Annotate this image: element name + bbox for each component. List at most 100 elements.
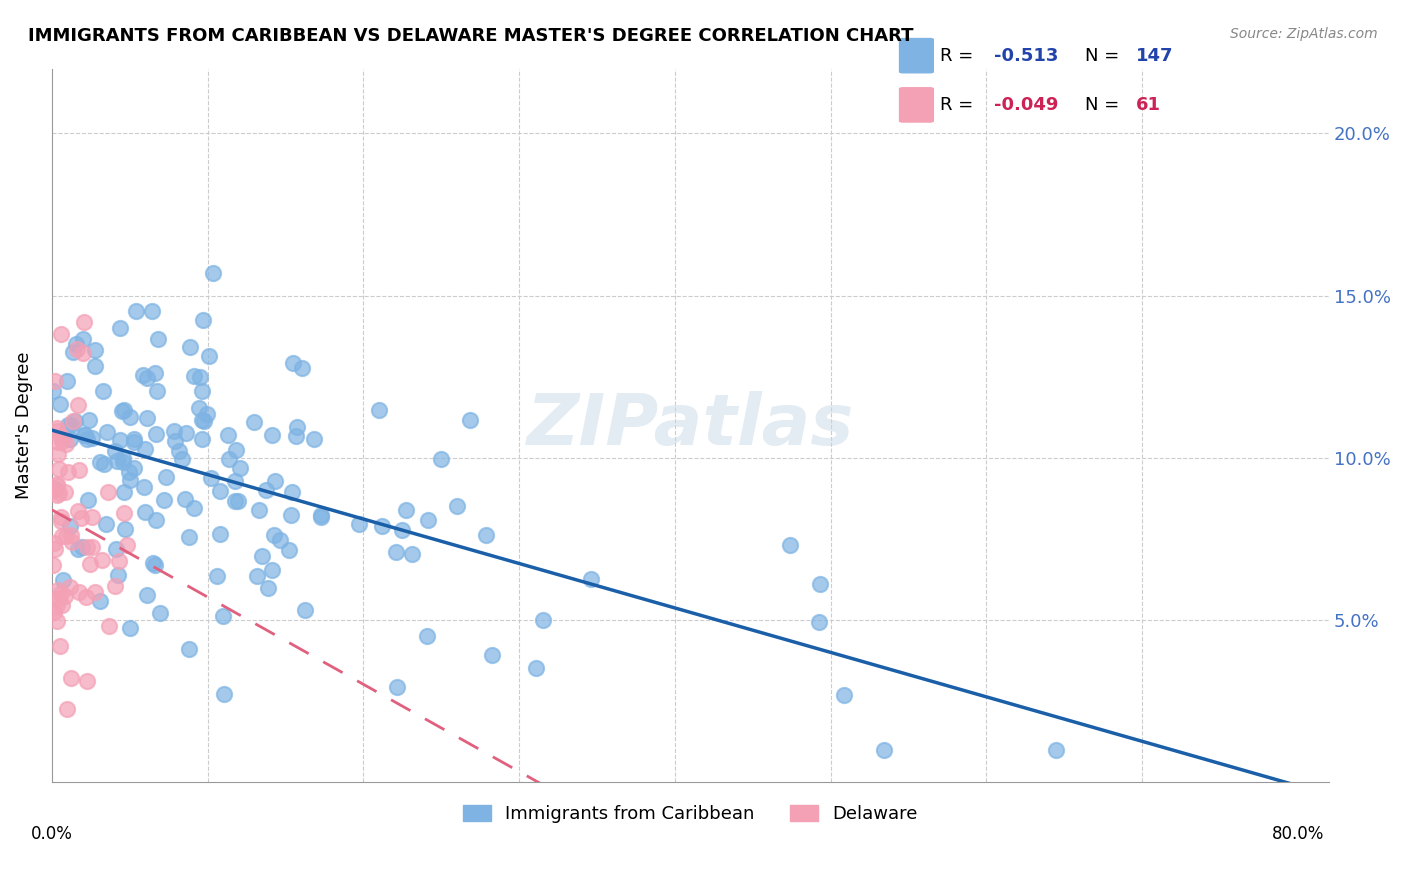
Point <box>430 452 453 467</box>
Point <box>225 442 247 457</box>
Point <box>53 484 76 499</box>
Y-axis label: Master's Degree: Master's Degree <box>15 351 32 499</box>
Point <box>66 398 89 412</box>
Text: ZIPatlas: ZIPatlas <box>527 391 853 459</box>
Point <box>44 541 66 556</box>
Point <box>146 384 169 398</box>
Point <box>46 434 69 449</box>
Point <box>91 384 114 398</box>
Point <box>55 529 77 543</box>
Point <box>832 688 855 702</box>
Point <box>44 374 66 388</box>
Point <box>254 483 277 498</box>
Point <box>73 427 96 442</box>
Point <box>76 673 98 688</box>
Point <box>51 529 73 543</box>
Text: -0.049: -0.049 <box>994 96 1059 114</box>
Point <box>149 606 172 620</box>
Point <box>120 473 142 487</box>
Point <box>62 414 84 428</box>
Point <box>48 462 70 476</box>
Point <box>48 591 70 605</box>
Point <box>48 486 70 500</box>
Point <box>72 346 94 360</box>
Point <box>475 528 498 542</box>
FancyBboxPatch shape <box>900 38 934 73</box>
Point <box>42 535 65 549</box>
Point <box>46 598 69 612</box>
Point <box>45 487 67 501</box>
Point <box>108 321 131 335</box>
Point <box>83 359 105 374</box>
Point <box>51 434 73 448</box>
Point <box>401 547 423 561</box>
Point <box>94 517 117 532</box>
Point <box>174 491 197 506</box>
Point <box>179 340 201 354</box>
Point <box>104 579 127 593</box>
Point <box>1045 742 1067 756</box>
Point <box>224 493 246 508</box>
Point <box>46 476 69 491</box>
Point <box>224 475 246 489</box>
Point <box>51 586 73 600</box>
Point <box>49 327 72 342</box>
Point <box>135 371 157 385</box>
Point <box>195 407 218 421</box>
Point <box>49 429 72 443</box>
Point <box>176 426 198 441</box>
Point <box>311 510 333 524</box>
Point <box>46 421 69 435</box>
Point <box>260 427 283 442</box>
Legend: Immigrants from Caribbean, Delaware: Immigrants from Caribbean, Delaware <box>457 797 925 830</box>
Point <box>52 573 75 587</box>
Point <box>217 428 239 442</box>
Point <box>66 342 89 356</box>
Point <box>59 418 82 433</box>
Point <box>56 374 79 388</box>
Point <box>55 702 77 716</box>
Point <box>46 582 69 597</box>
Point <box>458 413 481 427</box>
Point <box>200 471 222 485</box>
Point <box>167 444 190 458</box>
Point <box>72 332 94 346</box>
Point <box>134 505 156 519</box>
Point <box>122 460 145 475</box>
Point <box>46 614 69 628</box>
Point <box>72 541 94 555</box>
Point <box>108 554 131 568</box>
Point <box>808 615 831 630</box>
Point <box>291 360 314 375</box>
Point <box>105 454 128 468</box>
Point <box>260 564 283 578</box>
Text: 0.0%: 0.0% <box>31 825 73 843</box>
Point <box>112 403 135 417</box>
Point <box>112 485 135 500</box>
Point <box>198 350 221 364</box>
Point <box>51 599 73 613</box>
Point <box>191 313 214 327</box>
Point <box>145 558 167 572</box>
Point <box>56 417 79 432</box>
Point <box>416 513 439 527</box>
Point <box>60 671 83 685</box>
Point <box>112 506 135 520</box>
Point <box>67 463 90 477</box>
Point <box>146 332 169 346</box>
Point <box>190 432 212 446</box>
Text: 61: 61 <box>1136 96 1161 114</box>
Point <box>243 416 266 430</box>
Point <box>118 465 141 479</box>
Point <box>349 517 371 532</box>
Point <box>108 434 131 448</box>
Point <box>278 543 301 558</box>
Point <box>202 266 225 280</box>
Point <box>205 569 228 583</box>
Point <box>114 522 136 536</box>
Point <box>250 549 273 564</box>
Point <box>120 409 142 424</box>
Text: N =: N = <box>1085 46 1125 64</box>
Point <box>67 585 90 599</box>
Point <box>177 530 200 544</box>
